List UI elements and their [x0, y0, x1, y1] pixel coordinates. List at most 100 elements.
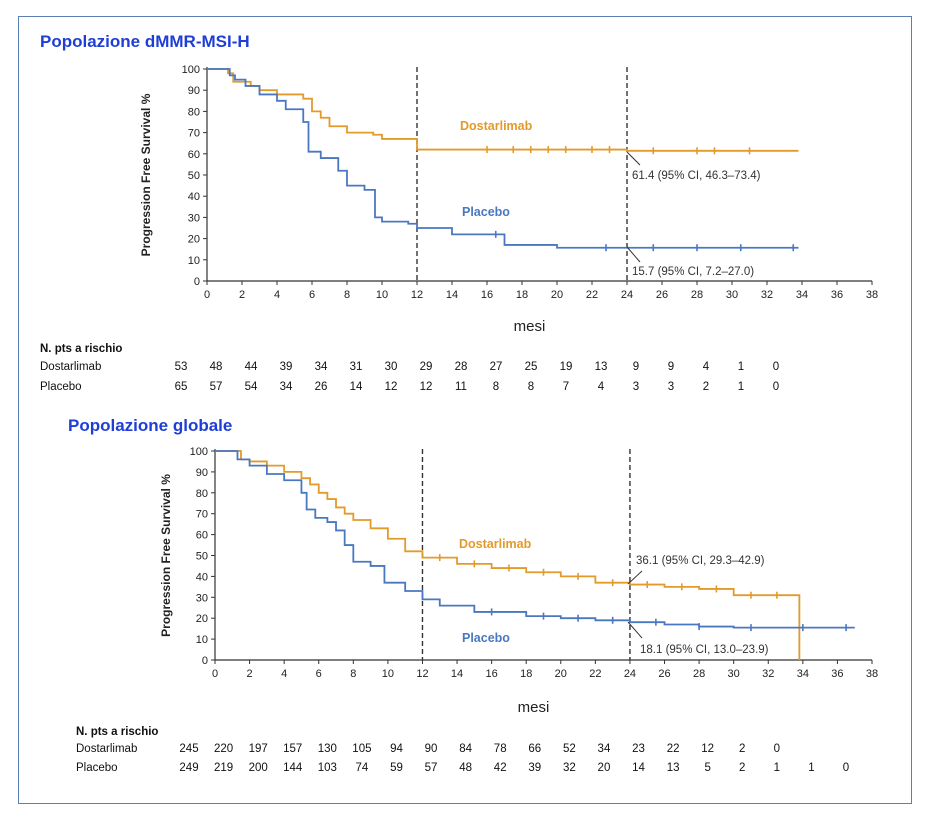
risk-value: 34 [315, 361, 328, 373]
x-tick-label: 2 [247, 668, 253, 680]
x-tick-label: 16 [481, 289, 493, 301]
risk-value: 2 [703, 381, 709, 393]
chart-title: Popolazione dMMR-MSI-H [40, 32, 250, 51]
risk-value: 34 [598, 743, 611, 755]
annotation-text: 36.1 (95% CI, 29.3–42.9) [636, 555, 765, 567]
risk-value: 42 [494, 762, 507, 774]
risk-value: 32 [563, 762, 576, 774]
risk-row-label: Placebo [76, 762, 118, 774]
risk-value: 28 [455, 361, 468, 373]
x-tick-label: 4 [274, 289, 280, 301]
x-tick-label: 12 [416, 668, 428, 680]
risk-value: 29 [420, 361, 433, 373]
y-axis-label: Progression Free Survival % [159, 474, 173, 637]
risk-value: 220 [214, 743, 233, 755]
risk-value: 2 [739, 762, 745, 774]
risk-value: 23 [632, 743, 645, 755]
risk-value: 12 [701, 743, 714, 755]
x-tick-label: 2 [239, 289, 245, 301]
risk-value: 12 [420, 381, 433, 393]
y-tick-label: 40 [188, 191, 200, 203]
risk-value: 0 [773, 381, 779, 393]
x-tick-label: 12 [411, 289, 423, 301]
risk-value: 3 [668, 381, 674, 393]
risk-value: 14 [632, 762, 645, 774]
risk-value: 54 [245, 381, 258, 393]
series-label: Dostarlimab [460, 119, 533, 133]
y-tick-label: 70 [196, 509, 208, 521]
km-panel-2: Popolazione globale010203040506070809010… [68, 416, 878, 774]
y-tick-label: 30 [196, 592, 208, 604]
risk-value: 1 [808, 762, 814, 774]
y-tick-label: 90 [196, 467, 208, 479]
x-axis-label: mesi [518, 699, 550, 716]
x-tick-label: 28 [693, 668, 705, 680]
y-tick-label: 40 [196, 571, 208, 583]
risk-value: 13 [667, 762, 680, 774]
risk-value: 74 [355, 762, 368, 774]
risk-value: 53 [175, 361, 188, 373]
risk-value: 197 [249, 743, 268, 755]
x-tick-label: 0 [212, 668, 218, 680]
risk-value: 48 [210, 361, 223, 373]
series-line-placebo [215, 450, 855, 629]
y-tick-label: 60 [196, 530, 208, 542]
risk-table-header: N. pts a rischio [40, 343, 122, 355]
risk-value: 1 [738, 361, 744, 373]
x-tick-label: 16 [486, 668, 498, 680]
y-tick-label: 0 [202, 655, 208, 667]
x-tick-label: 14 [446, 289, 458, 301]
y-tick-label: 20 [196, 613, 208, 625]
risk-value: 39 [528, 762, 541, 774]
y-tick-label: 100 [190, 446, 208, 458]
x-tick-label: 20 [555, 668, 567, 680]
risk-value: 30 [385, 361, 398, 373]
risk-value: 22 [667, 743, 680, 755]
risk-value: 34 [280, 381, 293, 393]
risk-value: 157 [283, 743, 302, 755]
x-tick-label: 20 [551, 289, 563, 301]
risk-value: 9 [668, 361, 674, 373]
risk-value: 19 [560, 361, 573, 373]
y-tick-label: 30 [188, 212, 200, 224]
annotation-text: 18.1 (95% CI, 13.0–23.9) [640, 644, 769, 656]
risk-value: 39 [280, 361, 293, 373]
y-tick-label: 10 [196, 634, 208, 646]
risk-value: 25 [525, 361, 538, 373]
risk-value: 144 [283, 762, 303, 774]
x-tick-label: 28 [691, 289, 703, 301]
y-tick-label: 50 [196, 551, 208, 563]
risk-value: 245 [179, 743, 198, 755]
y-tick-label: 10 [188, 255, 200, 267]
risk-value: 103 [318, 762, 337, 774]
y-tick-label: 100 [182, 64, 200, 76]
risk-row-label: Dostarlimab [40, 361, 101, 373]
x-tick-label: 8 [350, 668, 356, 680]
risk-value: 52 [563, 743, 576, 755]
risk-value: 11 [455, 381, 467, 393]
annotation-leader [627, 570, 643, 585]
risk-value: 7 [563, 381, 569, 393]
x-tick-label: 18 [520, 668, 532, 680]
annotation-leader [627, 621, 643, 639]
risk-value: 90 [425, 743, 438, 755]
annotation-leader [626, 151, 641, 166]
risk-value: 14 [350, 381, 363, 393]
y-tick-label: 20 [188, 234, 200, 246]
x-tick-label: 38 [866, 289, 878, 301]
y-tick-label: 80 [196, 488, 208, 500]
risk-value: 1 [738, 381, 744, 393]
figure-frame [18, 16, 912, 804]
risk-value: 105 [352, 743, 371, 755]
series-label: Placebo [462, 205, 510, 219]
risk-value: 3 [633, 381, 639, 393]
risk-value: 4 [703, 361, 710, 373]
y-axis-label: Progression Free Survival % [139, 93, 153, 256]
risk-value: 20 [598, 762, 611, 774]
x-tick-label: 36 [831, 289, 843, 301]
risk-value: 44 [245, 361, 258, 373]
x-tick-label: 30 [728, 668, 740, 680]
y-tick-label: 70 [188, 128, 200, 140]
risk-value: 94 [390, 743, 403, 755]
